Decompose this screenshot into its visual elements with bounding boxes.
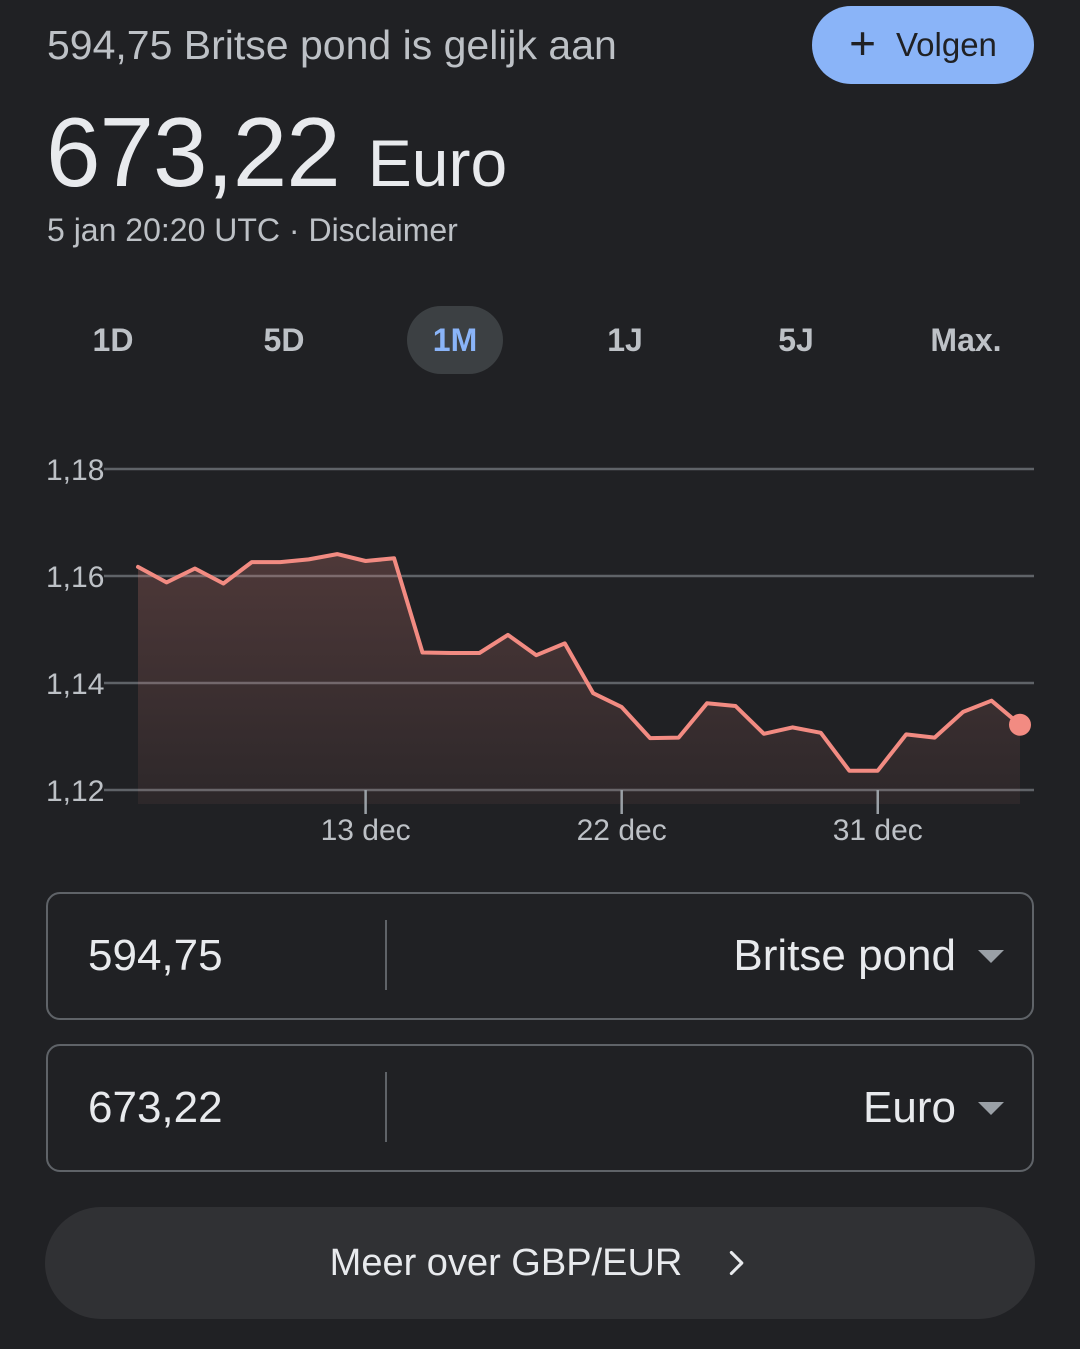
- range-tabs: 1D 5D 1M 1J 5J Max.: [28, 306, 1052, 374]
- y-tick-label: 1,16: [46, 561, 104, 594]
- more-about-label: Meer over GBP/EUR: [329, 1241, 683, 1284]
- x-tick-label: 22 dec: [577, 814, 667, 847]
- follow-button-label: Volgen: [895, 26, 997, 63]
- disclaimer-link[interactable]: Disclaimer: [308, 212, 458, 248]
- dropdown-caret-icon[interactable]: [978, 1102, 1004, 1115]
- tab-5d[interactable]: 5D: [263, 321, 305, 358]
- current-rate-dot: [1009, 713, 1031, 736]
- separator: ·: [280, 212, 309, 248]
- conversion-subtitle: 594,75 Britse pond is gelijk aan: [47, 22, 617, 68]
- y-tick-label: 1,12: [46, 775, 104, 808]
- y-tick-label: 1,14: [46, 668, 104, 701]
- converted-value: 673,22 Euro: [46, 96, 507, 209]
- from-currency-field: 594,75 Britse pond: [46, 892, 1034, 1020]
- from-amount-input[interactable]: 594,75: [88, 931, 223, 980]
- to-amount-input[interactable]: 673,22: [88, 1083, 223, 1132]
- x-tick-label: 13 dec: [321, 814, 411, 847]
- tab-max[interactable]: Max.: [930, 321, 1002, 358]
- tab-1m[interactable]: 1M: [407, 306, 503, 374]
- x-tick-label: 31 dec: [833, 814, 923, 847]
- rate-line: [136, 552, 1022, 773]
- converted-currency: Euro: [367, 126, 508, 200]
- to-currency-select[interactable]: Euro: [863, 1083, 956, 1132]
- chevron-right-icon: [730, 1250, 744, 1276]
- to-currency-field: 673,22 Euro: [46, 1044, 1034, 1172]
- tab-1d[interactable]: 1D: [92, 321, 134, 358]
- field-divider: [385, 1072, 387, 1142]
- timestamp: 5 jan 20:20 UTC: [47, 212, 281, 248]
- dropdown-caret-icon[interactable]: [978, 950, 1004, 963]
- from-currency-select[interactable]: Britse pond: [733, 931, 956, 980]
- tab-1j[interactable]: 1J: [607, 321, 643, 358]
- field-divider: [385, 920, 387, 990]
- follow-button[interactable]: + Volgen: [812, 6, 1034, 84]
- y-tick-label: 1,18: [46, 454, 104, 487]
- rate-area-fill: [138, 554, 1020, 804]
- exchange-rate-chart: 1,18 1,16 1,14 1,12 13 dec 22 dec 31 dec: [46, 454, 1034, 847]
- more-about-pair-button[interactable]: Meer over GBP/EUR: [45, 1207, 1035, 1319]
- tab-5j[interactable]: 5J: [778, 321, 814, 358]
- timestamp-line: 5 jan 20:20 UTC · Disclaimer: [47, 212, 458, 249]
- converted-amount: 673,22: [46, 97, 341, 207]
- plus-icon: +: [849, 17, 876, 69]
